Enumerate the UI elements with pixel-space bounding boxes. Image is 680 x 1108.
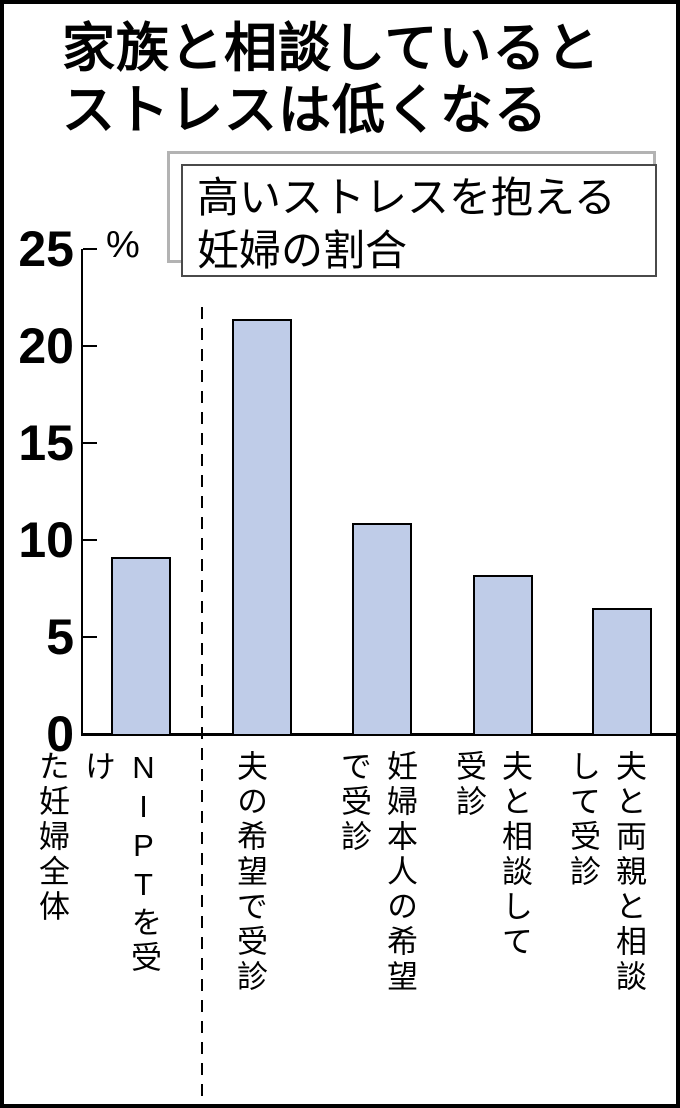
category-label-consult-husband-parents: 夫と両親と相談 して受診 — [565, 750, 646, 995]
y-axis-line — [81, 249, 83, 734]
y-axis-unit-label: % — [106, 224, 140, 266]
chart-title-line1: 家族と相談していると — [62, 19, 601, 78]
y-tick-label-25: 25 — [18, 221, 74, 277]
category-label-husband-wish: 夫の希望で受診 — [232, 750, 267, 995]
bar-3 — [352, 523, 412, 734]
subtitle-line1: 高いストレスを抱える — [197, 174, 616, 221]
y-tick-label-10: 10 — [18, 512, 74, 568]
chart-title: 家族と相談していると ストレスは低くなる — [62, 18, 600, 142]
chart-title-line2: ストレスは低くなる — [62, 81, 548, 140]
y-tick-mark-15 — [83, 442, 97, 444]
category-label-own-wish: 妊婦本人の希望 で受診 — [336, 750, 417, 995]
y-tick-label-20: 20 — [18, 318, 74, 374]
bar-1 — [111, 557, 171, 734]
y-tick-label-5: 5 — [46, 609, 74, 665]
x-axis-line — [81, 733, 676, 736]
y-tick-mark-20 — [83, 345, 97, 347]
subtitle-box: 高いストレスを抱える 妊婦の割合 — [181, 164, 657, 277]
bar-5 — [592, 608, 652, 734]
bar-2 — [232, 319, 292, 734]
y-tick-label-15: 15 — [18, 415, 74, 471]
subtitle-line2: 妊婦の割合 — [197, 227, 408, 274]
separator-dashed-line — [201, 307, 203, 1104]
y-tick-mark-10 — [83, 539, 97, 541]
category-label-consult-husband: 夫と相談して 受診 — [451, 750, 532, 960]
y-tick-label-0: 0 — [46, 706, 74, 762]
category-label-nipt-all: NIPTを受け た妊婦全体 — [34, 750, 161, 976]
y-tick-mark-25 — [83, 248, 97, 250]
y-tick-mark-5 — [83, 636, 97, 638]
bar-4 — [473, 575, 533, 734]
